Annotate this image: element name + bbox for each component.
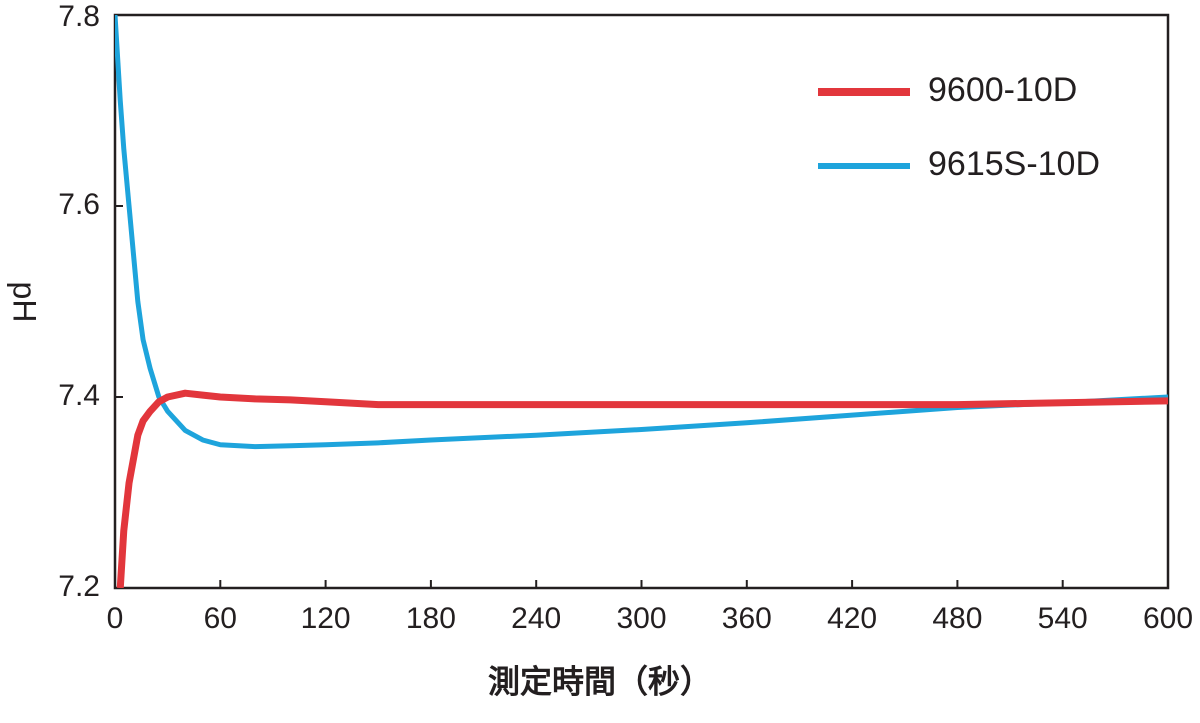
x-tick-label: 360: [722, 602, 772, 635]
y-tick-label: 7.4: [58, 379, 100, 412]
x-tick-label: 300: [616, 602, 666, 635]
x-axis-label: 測定時間（秒）: [488, 663, 712, 699]
y-tick-label: 7.2: [58, 570, 100, 603]
y-tick-label: 7.8: [58, 0, 100, 33]
x-tick-label: 60: [204, 602, 237, 635]
plot-lines: [115, 15, 1168, 588]
x-tick-label: 120: [301, 602, 351, 635]
y-tick-label: 7.6: [58, 188, 100, 221]
series-line: [116, 389, 1168, 588]
x-tick-label: 540: [1038, 602, 1088, 635]
series-line: [115, 15, 1168, 450]
x-tick-label: 180: [406, 602, 456, 635]
x-tick-label: 480: [932, 602, 982, 635]
x-tick-label: 0: [107, 602, 124, 635]
y-axis-label: pH: [7, 282, 43, 323]
x-tick-label: 240: [511, 602, 561, 635]
legend-label: 9600-10D: [928, 71, 1077, 109]
x-tick-label: 420: [827, 602, 877, 635]
legend-label: 9615S-10D: [928, 145, 1100, 183]
x-tick-label: 600: [1143, 602, 1193, 635]
